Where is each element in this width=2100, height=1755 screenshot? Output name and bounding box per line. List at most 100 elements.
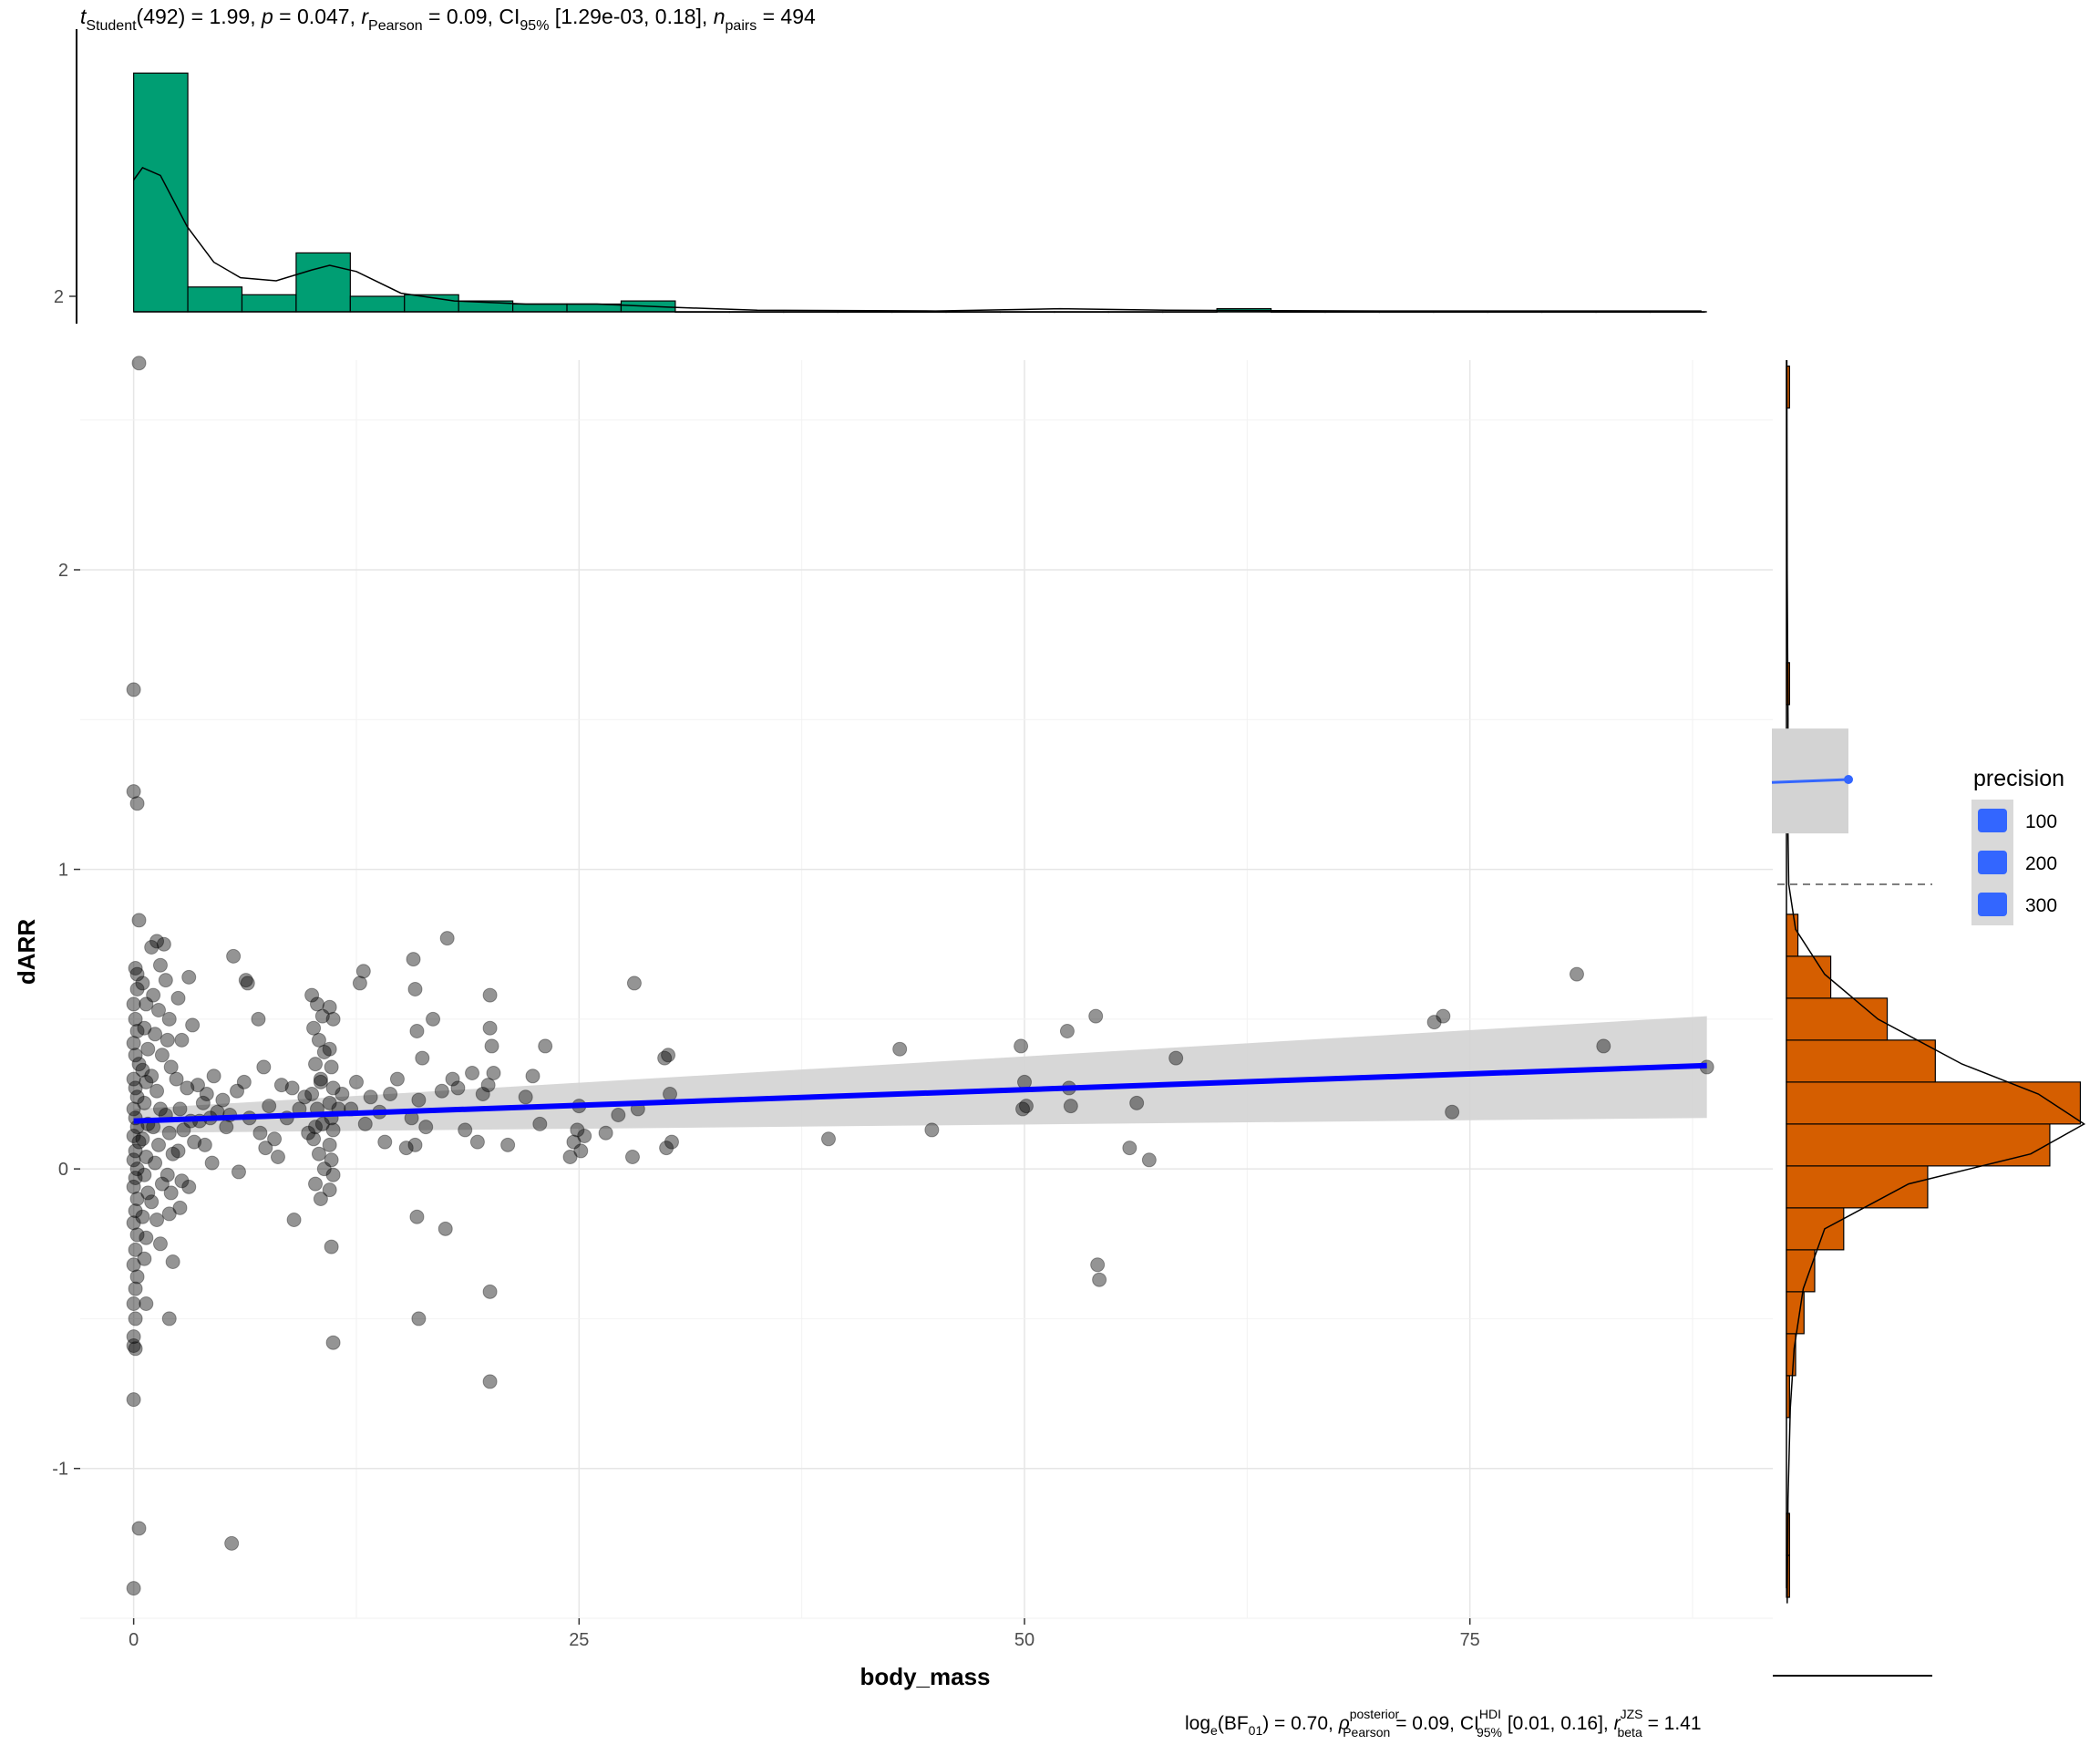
- data-point: [128, 961, 143, 976]
- data-point: [144, 940, 160, 955]
- data-point: [262, 1099, 277, 1114]
- data-point: [226, 948, 242, 964]
- data-point: [820, 1131, 836, 1147]
- data-point: [251, 1011, 266, 1027]
- x-tick-label: 50: [1014, 1630, 1035, 1650]
- data-point: [352, 976, 367, 991]
- data-point: [407, 1137, 423, 1152]
- data-point: [924, 1122, 940, 1138]
- caption-r-sup: JZS: [1621, 1707, 1643, 1721]
- data-point: [215, 1092, 231, 1108]
- data-point: [128, 1143, 143, 1159]
- data-point: [156, 936, 171, 952]
- right-hist-bar: [1786, 955, 1832, 999]
- data-point: [140, 1041, 156, 1057]
- right-hist-bar: [1786, 1123, 2051, 1167]
- data-point: [139, 1150, 154, 1164]
- data-point: [152, 1101, 168, 1117]
- data-point: [161, 1206, 177, 1222]
- caption-bf-sub: 01: [1249, 1723, 1263, 1738]
- data-point: [139, 996, 154, 1012]
- data-point: [562, 1150, 578, 1164]
- data-point: [335, 1087, 350, 1101]
- data-point: [135, 1131, 150, 1147]
- data-point: [129, 1024, 145, 1038]
- data-point: [482, 1374, 498, 1389]
- data-point: [185, 1017, 201, 1033]
- data-point: [238, 973, 253, 988]
- subtitle-n-sub: pairs: [726, 18, 757, 34]
- subtitle-t-sub: Student: [86, 18, 137, 34]
- data-point: [409, 1024, 425, 1038]
- regression-line: [133, 1062, 1707, 1124]
- data-point: [325, 1335, 341, 1350]
- data-point: [538, 1038, 553, 1054]
- data-point: [325, 1167, 341, 1182]
- data-point: [311, 1146, 326, 1161]
- data-point: [161, 1125, 177, 1141]
- legend: precision 100 200 300: [1971, 766, 2064, 925]
- caption-rho-sup: posterior: [1350, 1707, 1400, 1721]
- legend-key: [1978, 893, 2007, 916]
- data-point: [324, 1059, 339, 1075]
- right-hist-bar: [1786, 1375, 1790, 1419]
- y-tick-label: 1: [58, 861, 68, 881]
- data-point: [306, 1131, 322, 1147]
- data-point: [131, 356, 147, 371]
- right-hist-bar: [1786, 914, 1799, 957]
- top-subtitle: tStudent(492) = 1.99, p = 0.047, rPearso…: [80, 5, 816, 34]
- data-point: [482, 987, 498, 1003]
- data-point: [126, 784, 141, 800]
- data-point: [219, 1120, 234, 1135]
- data-point: [324, 1152, 339, 1168]
- data-point: [418, 1120, 434, 1135]
- data-point: [181, 969, 197, 985]
- right-hist-bar: [1786, 1039, 1936, 1083]
- data-point: [661, 1048, 676, 1063]
- x-axis-title: body_mass: [860, 1663, 990, 1690]
- data-point: [181, 1179, 197, 1194]
- caption-r: r: [1614, 1713, 1621, 1734]
- data-point: [137, 1020, 152, 1036]
- right-hist-bar: [1786, 997, 1889, 1041]
- data-point: [163, 1185, 179, 1201]
- data-point: [174, 1032, 190, 1048]
- data-point: [314, 1008, 330, 1024]
- data-point: [195, 1095, 211, 1110]
- data-point: [301, 1125, 316, 1141]
- data-point: [577, 1129, 592, 1143]
- data-point: [892, 1041, 908, 1057]
- legend-key: [1978, 809, 2007, 832]
- top-hist-bar: [133, 72, 189, 313]
- data-point: [126, 1179, 141, 1194]
- y-axis-title: dARR: [13, 919, 40, 985]
- data-point: [355, 964, 371, 979]
- data-point: [322, 1182, 337, 1198]
- data-point: [135, 1062, 150, 1078]
- data-point: [126, 1392, 141, 1408]
- data-point: [152, 1236, 168, 1252]
- caption-r-sub: beta: [1617, 1725, 1642, 1740]
- scatter-points-layer: [126, 356, 1714, 1596]
- confidence-ribbon: [133, 1016, 1707, 1133]
- subtitle-r-rest: = 0.09, CI: [423, 5, 520, 28]
- data-point: [129, 1161, 145, 1177]
- subtitle-n-label: n: [714, 5, 726, 28]
- data-point: [129, 1192, 145, 1206]
- data-point: [128, 1281, 143, 1296]
- data-point: [273, 1078, 289, 1093]
- y-tick-label: 0: [58, 1160, 68, 1180]
- legend-title: precision: [1973, 766, 2064, 791]
- data-point: [1088, 1008, 1104, 1024]
- legend-item-label: 300: [2025, 895, 2057, 916]
- data-point: [151, 1137, 167, 1152]
- data-point: [161, 1311, 177, 1327]
- data-point: [139, 1074, 154, 1089]
- data-point: [325, 1011, 341, 1027]
- subtitle-r-sub: Pearson: [368, 18, 423, 34]
- data-point: [149, 1083, 165, 1099]
- data-point: [316, 1045, 332, 1059]
- data-point: [439, 931, 455, 946]
- data-point: [465, 1066, 480, 1080]
